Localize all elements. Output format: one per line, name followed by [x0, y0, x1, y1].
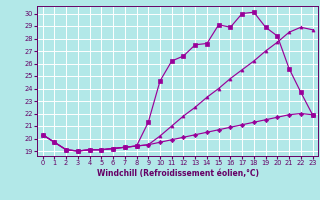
- X-axis label: Windchill (Refroidissement éolien,°C): Windchill (Refroidissement éolien,°C): [97, 169, 259, 178]
